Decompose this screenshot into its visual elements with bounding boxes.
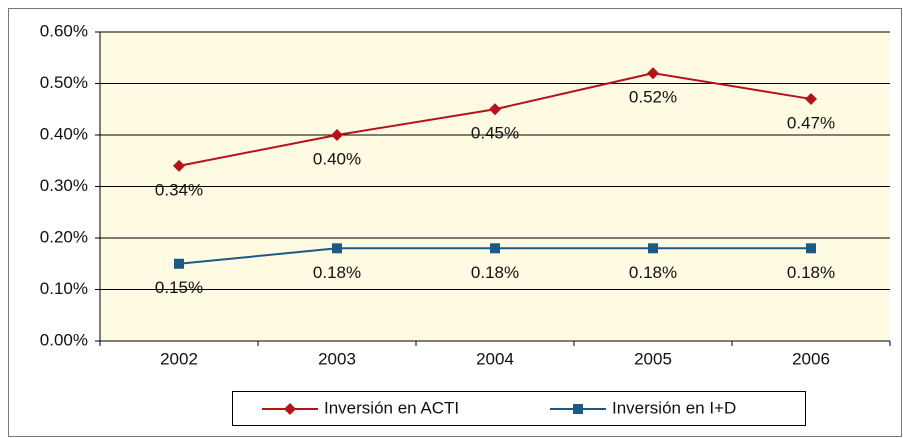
y-tick-label: 0.00% (40, 330, 88, 349)
x-tick-label: 2006 (792, 349, 830, 368)
marker (284, 403, 296, 415)
data-label: 0.52% (629, 88, 677, 107)
data-label: 0.18% (313, 263, 361, 282)
data-label: 0.18% (787, 263, 835, 282)
data-label: 0.18% (471, 263, 519, 282)
marker (174, 258, 184, 269)
marker (490, 243, 500, 254)
data-label: 0.15% (155, 278, 203, 297)
y-tick-label: 0.30% (40, 176, 88, 195)
y-tick-label: 0.10% (40, 279, 88, 298)
data-label: 0.45% (471, 124, 519, 143)
legend-box (232, 391, 806, 426)
marker (332, 243, 342, 254)
data-label: 0.18% (629, 263, 677, 282)
marker (648, 243, 658, 254)
data-label: 0.47% (787, 113, 835, 132)
chart-frame (8, 8, 902, 437)
marker (806, 243, 816, 254)
marker (173, 159, 185, 172)
marker (805, 92, 817, 105)
x-tick-label: 2002 (160, 349, 198, 368)
data-label: 0.34% (155, 180, 203, 199)
x-tick-label: 2004 (476, 349, 514, 368)
x-tick-label: 2003 (318, 349, 356, 368)
marker (647, 67, 659, 80)
marker (573, 404, 583, 414)
marker (489, 103, 501, 116)
data-label: 0.40% (313, 149, 361, 168)
y-tick-label: 0.60% (40, 21, 88, 40)
x-tick-label: 2005 (634, 349, 672, 368)
legend-label: Inversión en I+D (612, 398, 736, 417)
marker (331, 129, 343, 141)
y-tick-label: 0.50% (40, 73, 88, 92)
y-tick-label: 0.40% (40, 124, 88, 143)
y-tick-label: 0.20% (40, 227, 88, 246)
legend-label: Inversión en ACTI (324, 398, 459, 417)
